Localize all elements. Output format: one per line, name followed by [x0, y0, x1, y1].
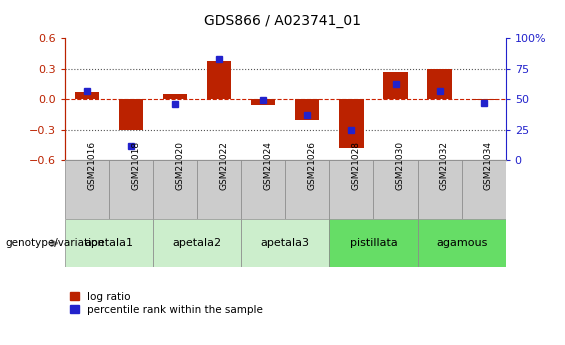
Text: genotype/variation: genotype/variation [6, 238, 105, 248]
Bar [418, 219, 506, 267]
Text: pistillata: pistillata [350, 238, 397, 248]
Bar [462, 160, 506, 219]
Bar [340, 99, 363, 148]
Bar [153, 219, 241, 267]
Text: GDS866 / A023741_01: GDS866 / A023741_01 [204, 14, 361, 28]
Bar [418, 160, 462, 219]
Text: agamous: agamous [436, 238, 487, 248]
Bar [428, 69, 451, 99]
Bar [65, 160, 109, 219]
Text: apetala2: apetala2 [173, 238, 221, 248]
Bar [197, 160, 241, 219]
Text: apetala1: apetala1 [85, 238, 133, 248]
Text: GSM21018: GSM21018 [131, 140, 140, 190]
Bar [329, 160, 373, 219]
Bar [472, 99, 496, 100]
Text: GSM21030: GSM21030 [396, 140, 405, 190]
Legend: log ratio, percentile rank within the sample: log ratio, percentile rank within the sa… [70, 292, 263, 315]
Bar [384, 72, 407, 99]
Bar [119, 99, 143, 130]
Text: GSM21032: GSM21032 [440, 141, 449, 190]
Bar [153, 160, 197, 219]
Bar [241, 160, 285, 219]
Text: GSM21022: GSM21022 [219, 141, 228, 189]
Bar [329, 219, 418, 267]
Bar [295, 99, 319, 120]
Bar [109, 160, 153, 219]
Bar [241, 219, 329, 267]
Text: GSM21016: GSM21016 [87, 140, 96, 190]
Bar [163, 94, 187, 99]
Text: GSM21028: GSM21028 [351, 141, 360, 190]
Text: GSM21026: GSM21026 [307, 141, 316, 190]
Bar [207, 61, 231, 99]
Text: GSM21024: GSM21024 [263, 141, 272, 189]
Text: apetala3: apetala3 [261, 238, 310, 248]
Bar [75, 92, 99, 99]
Bar [65, 219, 153, 267]
Text: GSM21020: GSM21020 [175, 141, 184, 190]
Bar [373, 160, 418, 219]
Bar [285, 160, 329, 219]
Text: GSM21034: GSM21034 [484, 141, 493, 190]
Bar [251, 99, 275, 105]
